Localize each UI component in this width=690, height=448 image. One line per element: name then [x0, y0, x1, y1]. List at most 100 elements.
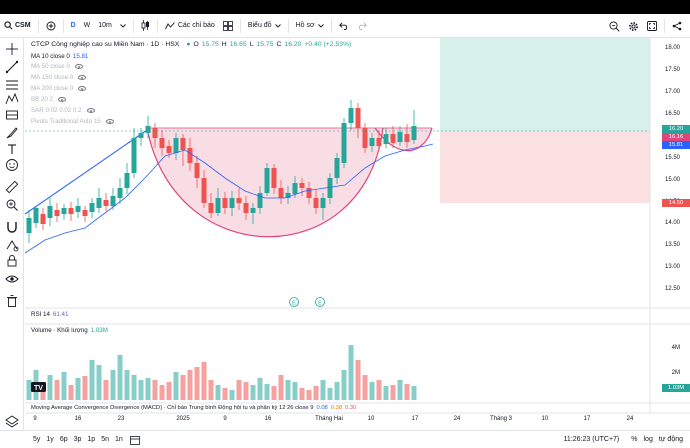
- volume-bar: [390, 385, 396, 400]
- fullscreen-icon: [647, 21, 657, 31]
- hidden-eye-icon[interactable]: [78, 86, 87, 91]
- settings-button[interactable]: [624, 14, 643, 38]
- ma10-legend[interactable]: MA 10 close 0 15.81: [31, 53, 89, 60]
- ma50-legend[interactable]: MA 50 close 0: [31, 63, 83, 70]
- redo-button[interactable]: [353, 14, 371, 38]
- percent-toggle[interactable]: %: [631, 436, 638, 443]
- earnings-marker[interactable]: E: [289, 297, 299, 307]
- zoom-in-icon[interactable]: [5, 198, 19, 212]
- close-value: 16.20: [284, 41, 302, 48]
- compare-button[interactable]: [42, 14, 60, 38]
- hidden-eye-icon[interactable]: [58, 97, 67, 102]
- brush-icon[interactable]: [5, 126, 19, 140]
- candles-icon: [141, 20, 149, 31]
- range-button-1y[interactable]: 1y: [46, 436, 54, 443]
- divider: [37, 18, 39, 33]
- volume-bar: [26, 380, 32, 400]
- pattern-icon[interactable]: [5, 92, 19, 106]
- time-tick: Tháng Hai: [315, 416, 343, 422]
- forecast-icon[interactable]: [5, 108, 19, 122]
- share-icon: [672, 21, 682, 31]
- range-button-5y[interactable]: 5y: [33, 436, 41, 443]
- undo-button[interactable]: [335, 14, 353, 38]
- indicators-icon: [164, 21, 175, 29]
- pivots-legend[interactable]: Pivots Traditional Auto 15: [31, 118, 114, 125]
- ma10-line[interactable]: [24, 143, 434, 254]
- crosshair-icon[interactable]: [5, 42, 19, 56]
- volume-bar: [201, 362, 207, 400]
- earnings-marker[interactable]: E: [315, 297, 325, 307]
- ma150-legend[interactable]: MA 150 close 0: [31, 74, 87, 81]
- chart-canvas[interactable]: E E TV: [24, 38, 690, 430]
- long-stop-zone[interactable]: [440, 131, 650, 203]
- price-tick: 13.50: [664, 242, 680, 248]
- auto-toggle[interactable]: tự động: [658, 436, 683, 443]
- candle-body: [243, 203, 249, 213]
- sar-legend[interactable]: SAR 0.02 0.02 0.2: [31, 107, 95, 114]
- tradingview-logo[interactable]: TV: [31, 382, 46, 392]
- interval-w[interactable]: W: [83, 22, 91, 29]
- indicators-button[interactable]: Các chỉ báo: [161, 14, 219, 38]
- profile-button[interactable]: Hồ sơ: [292, 14, 328, 38]
- range-button-5n[interactable]: 5n: [101, 436, 109, 443]
- macd-legend[interactable]: Moving Average Convergence Divergence (M…: [31, 405, 357, 411]
- calendar-icon[interactable]: [129, 435, 140, 445]
- candle-type-button[interactable]: [137, 14, 154, 38]
- range-button-1n[interactable]: 1n: [115, 436, 123, 443]
- fullscreen-button[interactable]: [643, 14, 661, 38]
- interval-10m[interactable]: 10m: [98, 22, 112, 29]
- rsi-legend[interactable]: RSI 14 61.41: [31, 311, 69, 318]
- clock[interactable]: 11:26:23 (UTC+7): [563, 436, 620, 443]
- range-button-3p[interactable]: 3p: [73, 436, 82, 443]
- volume-bar: [250, 385, 256, 400]
- long-target-zone[interactable]: [440, 38, 650, 131]
- symbol-legend[interactable]: CTCP Công nghiệp cao su Miền Nam · 1D · …: [31, 41, 352, 48]
- symbol-search[interactable]: CSM: [0, 14, 35, 38]
- volume-legend[interactable]: Volume · Khối lượng 1.03M: [31, 327, 108, 334]
- hidden-eye-icon[interactable]: [105, 119, 114, 124]
- eye-icon[interactable]: [5, 272, 19, 286]
- hidden-eye-icon[interactable]: [86, 108, 95, 113]
- magnet-icon[interactable]: [5, 220, 19, 234]
- ruler-icon[interactable]: [5, 180, 19, 194]
- share-button[interactable]: [668, 14, 686, 38]
- volume-bar: [285, 380, 291, 400]
- layers-icon[interactable]: [5, 414, 19, 428]
- volume-bar: [110, 370, 116, 400]
- templates-button[interactable]: [219, 14, 237, 38]
- candle-body: [334, 158, 340, 178]
- chart-area[interactable]: E E TV 18.0017.5017.0016.5016.0015.5015.…: [24, 38, 690, 430]
- range-button-6p[interactable]: 6p: [59, 436, 68, 443]
- hidden-eye-icon[interactable]: [78, 75, 87, 80]
- hidden-eye-icon[interactable]: [74, 64, 83, 69]
- volume-bar: [383, 386, 389, 400]
- trend-line-icon[interactable]: [5, 60, 19, 74]
- chevron-down-icon: [274, 23, 281, 28]
- volume-bar: [306, 390, 312, 400]
- bb-legend[interactable]: BB 20 2: [31, 96, 67, 103]
- candle-body: [208, 203, 214, 213]
- fib-icon[interactable]: [5, 78, 19, 92]
- interval-d[interactable]: D: [70, 22, 76, 29]
- volume-bars-group: [26, 345, 417, 400]
- emoji-icon[interactable]: [5, 158, 19, 172]
- redo-icon: [358, 22, 367, 30]
- candle-body: [110, 196, 116, 206]
- quick-search-button[interactable]: [605, 14, 624, 38]
- time-tick: 17: [411, 416, 419, 422]
- handle-curve[interactable]: [374, 127, 433, 152]
- lock-drawing-icon[interactable]: [5, 238, 19, 252]
- log-toggle[interactable]: log: [643, 436, 653, 443]
- trend-line[interactable]: [24, 127, 151, 215]
- range-button-1p[interactable]: 1p: [87, 436, 96, 443]
- cup-curve[interactable]: [146, 127, 384, 238]
- trash-icon[interactable]: [5, 294, 19, 308]
- chart-type-button[interactable]: Biểu đồ: [244, 14, 285, 38]
- candle-body: [180, 138, 186, 150]
- lock-icon[interactable]: [5, 254, 19, 268]
- ma200-legend[interactable]: MA 200 close 0: [31, 85, 87, 92]
- volume-bar: [320, 380, 326, 400]
- text-icon[interactable]: [5, 142, 19, 156]
- grid-icon: [222, 20, 233, 31]
- interval-dropdown[interactable]: [116, 14, 130, 38]
